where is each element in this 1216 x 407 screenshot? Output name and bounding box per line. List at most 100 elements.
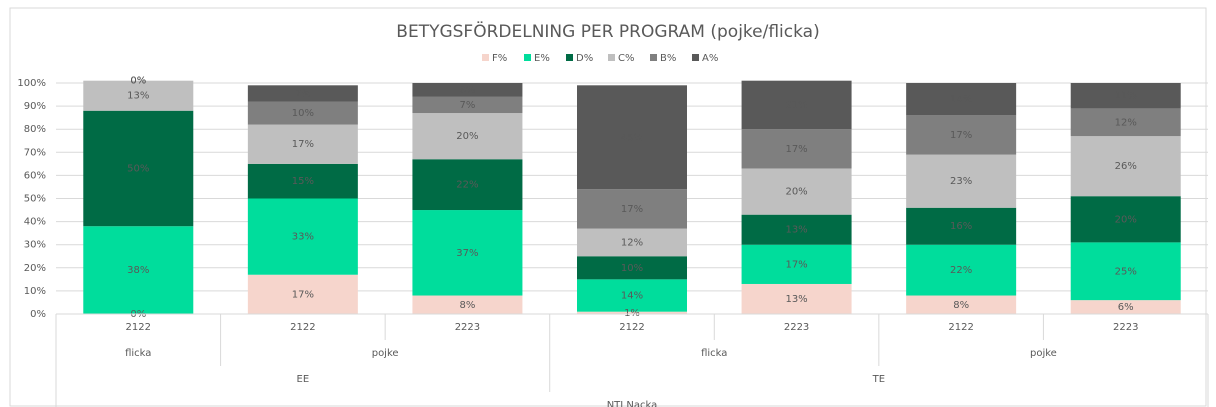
legend-label: E% [534, 53, 550, 64]
bar-segment [83, 110, 194, 227]
bar-segment [906, 83, 1017, 116]
legend-swatch [608, 54, 615, 61]
data-label: 12% [1115, 117, 1137, 128]
data-label: 13% [785, 225, 807, 236]
category-group-label: TE [872, 374, 885, 385]
bar-segment [906, 244, 1017, 296]
data-label: 25% [1115, 266, 1137, 277]
bar-segment [906, 207, 1017, 245]
bar-segment [906, 115, 1017, 155]
x-tick-label: 2122 [948, 322, 973, 333]
y-tick-label: 10% [24, 286, 46, 297]
data-label: 17% [785, 259, 807, 270]
category-group-label: flicka [125, 348, 151, 359]
data-label: 0% [130, 76, 146, 87]
data-label: 22% [456, 180, 478, 191]
data-label: 50% [127, 163, 149, 174]
data-label: 38% [127, 265, 149, 276]
data-label: 13% [127, 91, 149, 102]
bar-segment [247, 124, 358, 164]
bar-segment [577, 189, 687, 229]
bar-segment [247, 274, 358, 314]
bar-segment [741, 168, 852, 215]
bar-segment [1070, 300, 1181, 314]
bar-segment [412, 210, 523, 296]
data-label: 20% [785, 187, 807, 198]
bar-segment [83, 226, 194, 314]
x-tick-label: 2223 [1113, 322, 1138, 333]
category-group-label: NTI Nacka [607, 400, 658, 407]
bar-segment [906, 295, 1017, 314]
y-tick-label: 90% [24, 101, 46, 112]
data-label: 10% [621, 263, 643, 274]
bar-segment [1070, 242, 1181, 301]
data-label: 45% [621, 132, 643, 143]
category-group-label: pojke [372, 348, 399, 359]
bar-segment [1070, 83, 1181, 109]
y-tick-label: 70% [24, 147, 46, 158]
data-label: 8% [953, 300, 969, 311]
data-label: 17% [950, 130, 972, 141]
bar-segment [577, 279, 687, 312]
y-tick-label: 30% [24, 240, 46, 251]
data-label: 6% [459, 85, 475, 96]
bar-segment [83, 80, 194, 111]
data-label: 17% [785, 144, 807, 155]
data-label: 7% [459, 100, 475, 111]
bar-segment [577, 228, 687, 257]
bar-segment [1070, 136, 1181, 197]
bar-segment [247, 163, 358, 199]
data-label: 33% [292, 232, 314, 243]
y-tick-label: 80% [24, 124, 46, 135]
y-tick-label: 0% [30, 309, 46, 320]
category-group-label: flicka [701, 348, 727, 359]
data-label: 12% [621, 237, 643, 248]
data-label: 1% [624, 308, 640, 319]
data-label: 0% [130, 76, 146, 87]
x-tick-label: 2223 [784, 322, 809, 333]
data-label: 22% [950, 265, 972, 276]
y-tick-label: 50% [24, 194, 46, 205]
bar-segment [412, 96, 523, 114]
bar-segment [577, 311, 687, 314]
data-label: 6% [1118, 302, 1134, 313]
bar-segment [741, 283, 852, 314]
data-label: 10% [292, 108, 314, 119]
bar-segment [247, 101, 358, 125]
bar-segment [906, 154, 1017, 208]
bar-segment [1070, 196, 1181, 243]
bar-segment [412, 83, 523, 97]
data-label: 11% [1115, 91, 1137, 102]
category-group-label: pojke [1030, 348, 1057, 359]
data-label: 17% [292, 289, 314, 300]
x-tick-label: 2122 [290, 322, 315, 333]
legend-label: A% [702, 53, 718, 64]
y-tick-label: 100% [17, 78, 46, 89]
x-tick-label: 2122 [126, 322, 151, 333]
x-tick-label: 2122 [619, 322, 644, 333]
bar-segment [741, 214, 852, 245]
data-label: 8% [459, 300, 475, 311]
data-label: 20% [456, 131, 478, 142]
data-label: 17% [621, 204, 643, 215]
data-label: 7% [295, 88, 311, 99]
data-label: 16% [950, 221, 972, 232]
legend-swatch [692, 54, 699, 61]
bar-segment [1070, 108, 1181, 137]
data-label: 17% [292, 139, 314, 150]
bar-segment [412, 159, 523, 211]
data-label: 23% [950, 176, 972, 187]
x-tick-label: 2223 [455, 322, 480, 333]
legend-label: C% [618, 53, 634, 64]
bar-segment [247, 198, 358, 275]
bar-segment [741, 80, 852, 130]
y-tick-label: 40% [24, 217, 46, 228]
data-label: 14% [950, 94, 972, 105]
legend-label: B% [660, 53, 676, 64]
bar-segment [741, 244, 852, 284]
data-label: 26% [1115, 161, 1137, 172]
bar-segment [741, 129, 852, 169]
legend-swatch [524, 54, 531, 61]
bar-segment [412, 113, 523, 160]
